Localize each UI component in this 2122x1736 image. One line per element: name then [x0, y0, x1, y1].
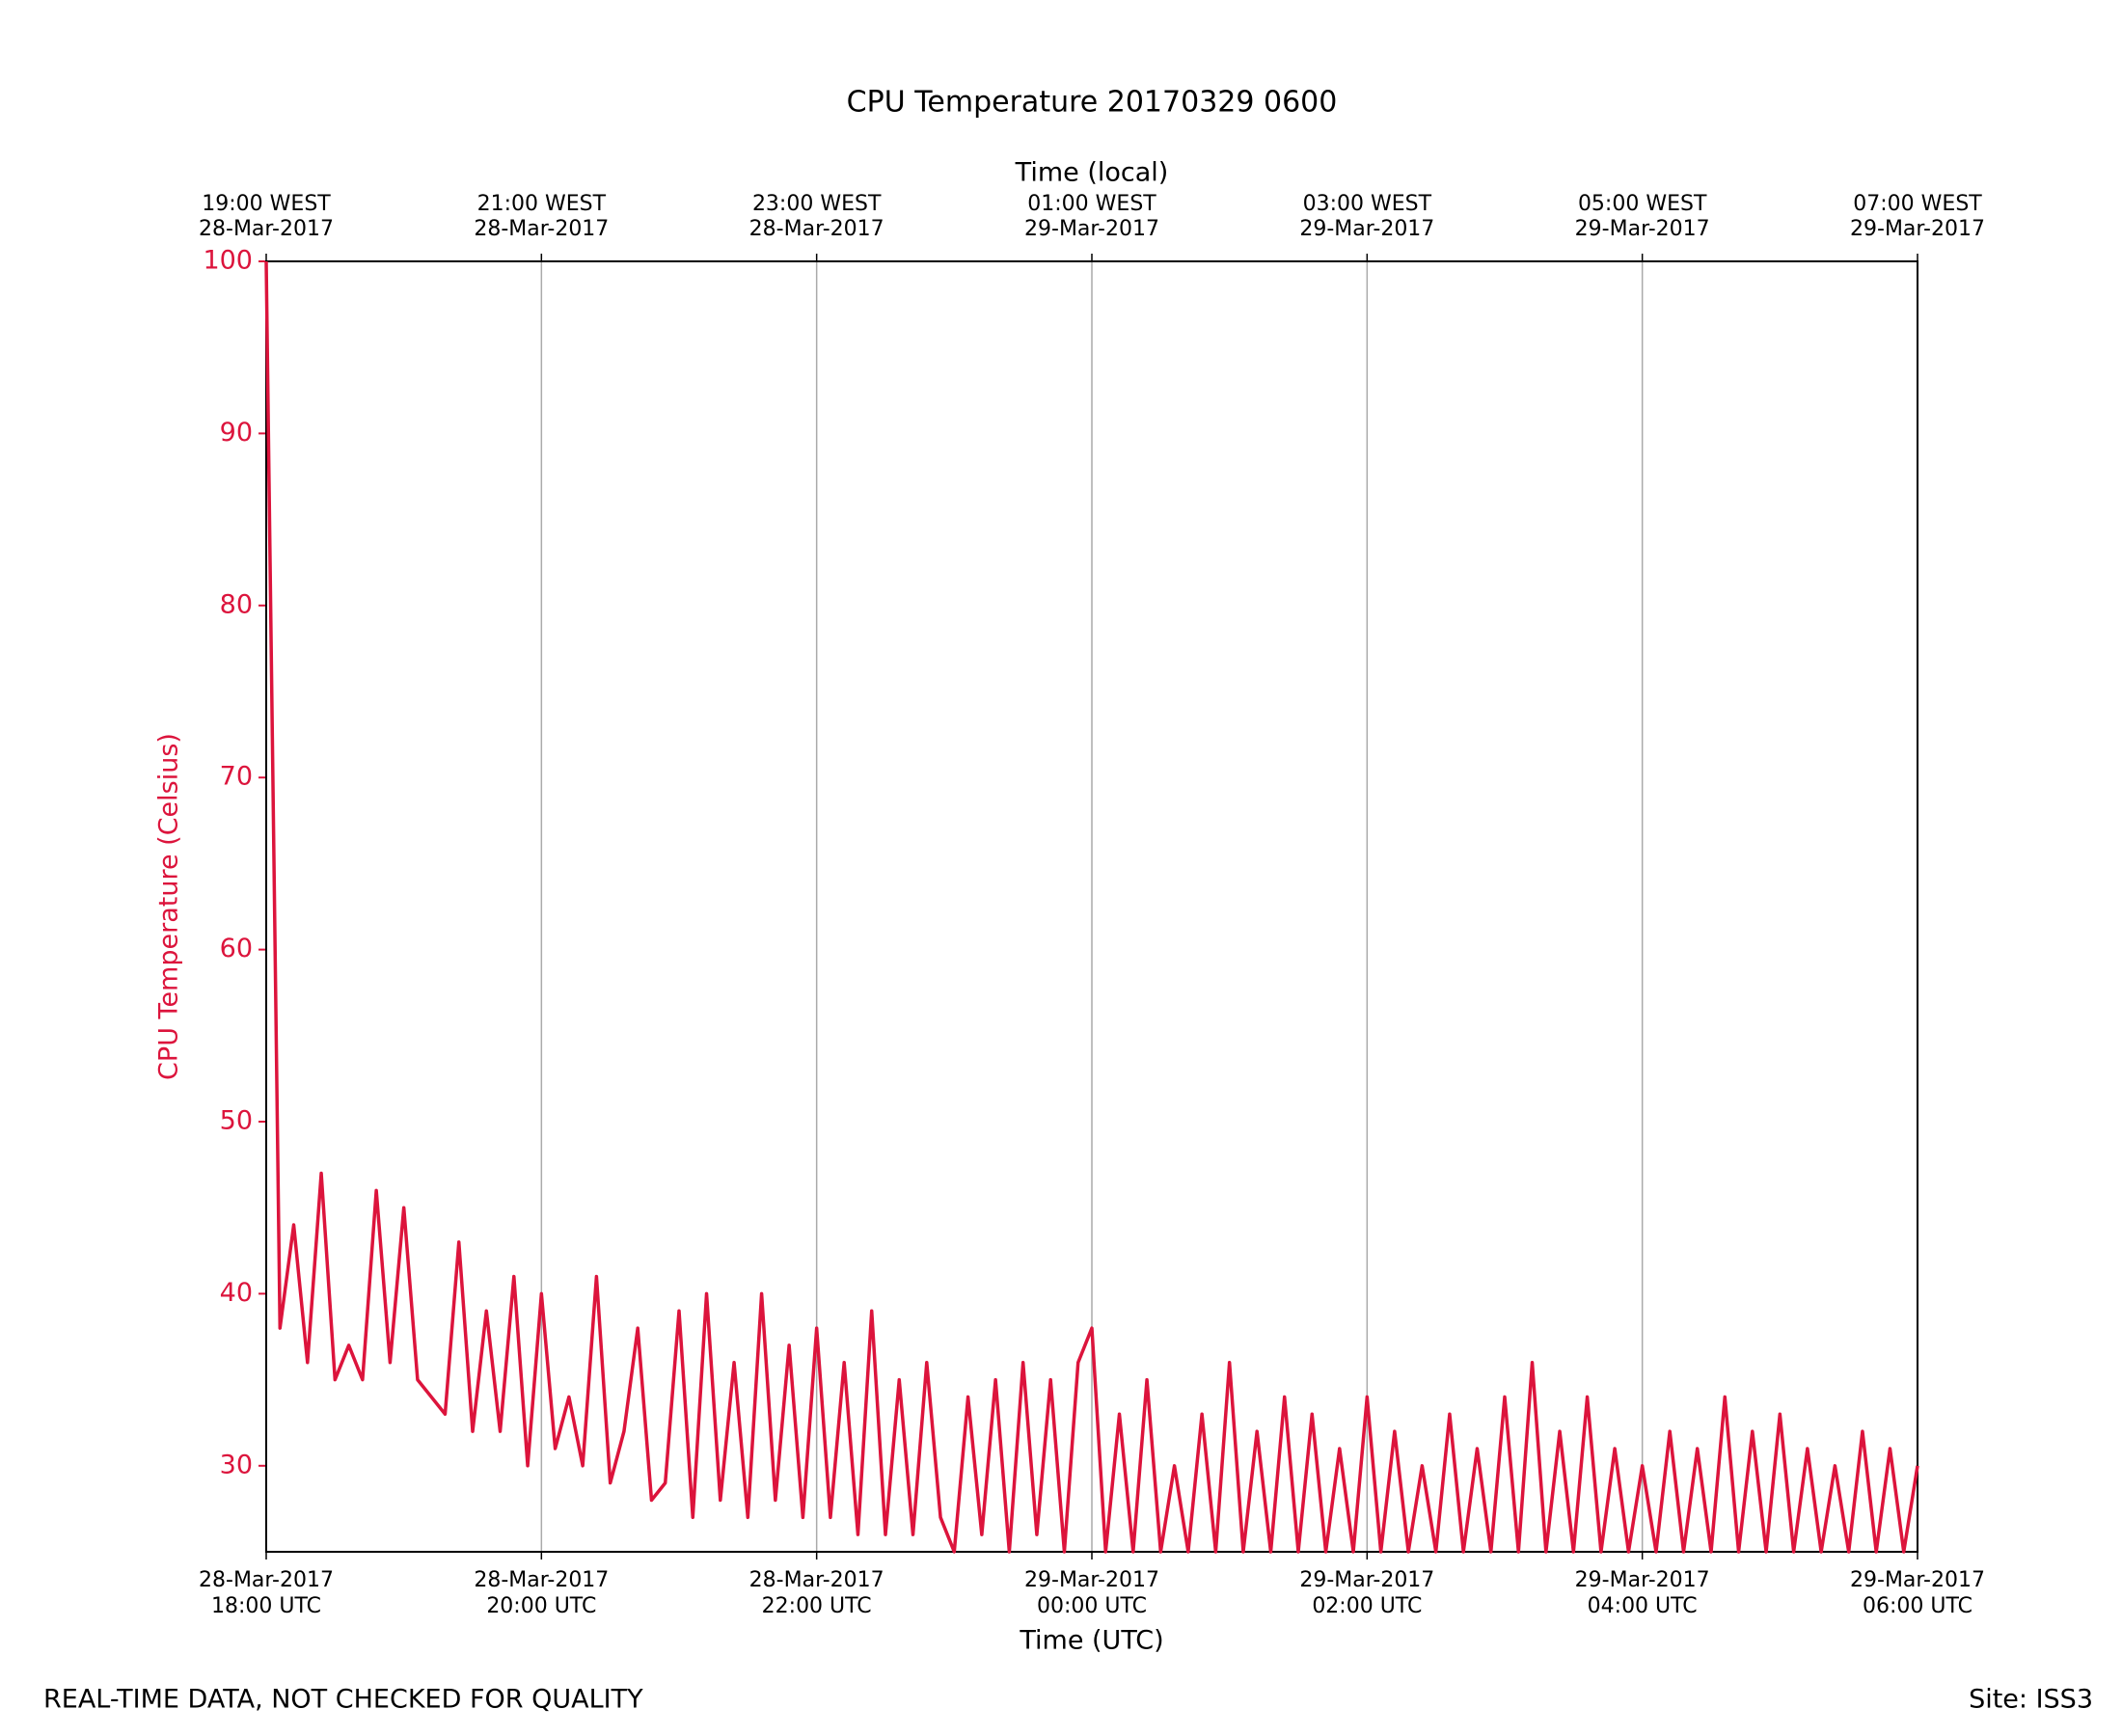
- y-tick-label: 80: [220, 589, 253, 619]
- x-tick-label: 29-Mar-2017: [1299, 1568, 1434, 1592]
- footer-note: REAL-TIME DATA, NOT CHECKED FOR QUALITY: [43, 1685, 643, 1715]
- y-tick-label: 40: [220, 1278, 253, 1308]
- y-axis-label: CPU Temperature (Celsius): [154, 733, 184, 1080]
- x2-tick-label: 01:00 WEST: [1027, 192, 1156, 216]
- x2-tick-label: 29-Mar-2017: [1299, 217, 1434, 241]
- y-tick-label: 30: [220, 1450, 253, 1479]
- x-tick-label: 28-Mar-2017: [199, 1568, 334, 1592]
- x-tick-label: 29-Mar-2017: [1850, 1568, 1985, 1592]
- x2-tick-label: 28-Mar-2017: [749, 217, 884, 241]
- x2-axis-label: Time (local): [1015, 158, 1169, 188]
- x-axis-label: Time (UTC): [1019, 1626, 1163, 1656]
- site-label: Site: ISS3: [1969, 1685, 2093, 1715]
- x2-tick-label: 05:00 WEST: [1578, 192, 1707, 216]
- x-tick-label: 22:00 UTC: [762, 1594, 872, 1618]
- x-tick-label: 29-Mar-2017: [1575, 1568, 1710, 1592]
- x-tick-label: 06:00 UTC: [1863, 1594, 1972, 1618]
- x2-tick-label: 29-Mar-2017: [1575, 217, 1710, 241]
- x2-tick-label: 28-Mar-2017: [474, 217, 609, 241]
- x2-tick-label: 23:00 WEST: [752, 192, 882, 216]
- x-tick-label: 29-Mar-2017: [1024, 1568, 1159, 1592]
- x2-tick-label: 29-Mar-2017: [1850, 217, 1985, 241]
- x-tick-label: 04:00 UTC: [1588, 1594, 1698, 1618]
- x2-tick-label: 03:00 WEST: [1303, 192, 1432, 216]
- chart-title: CPU Temperature 20170329 0600: [847, 86, 1338, 120]
- y-tick-label: 70: [220, 762, 253, 792]
- x-tick-label: 18:00 UTC: [211, 1594, 321, 1618]
- x-tick-label: 02:00 UTC: [1312, 1594, 1422, 1618]
- x-tick-label: 00:00 UTC: [1037, 1594, 1147, 1618]
- x-tick-label: 28-Mar-2017: [474, 1568, 609, 1592]
- plot-frame: [265, 260, 1918, 1553]
- x2-tick-label: 07:00 WEST: [1853, 192, 1982, 216]
- temperature-line: [264, 260, 1919, 1554]
- y-tick-label: 60: [220, 934, 253, 963]
- x2-tick-label: 29-Mar-2017: [1024, 217, 1159, 241]
- y-tick-label: 90: [220, 418, 253, 448]
- x2-tick-label: 19:00 WEST: [202, 192, 331, 216]
- x-tick-label: 20:00 UTC: [486, 1594, 596, 1618]
- x2-tick-label: 21:00 WEST: [477, 192, 607, 216]
- y-tick-label: 50: [220, 1106, 253, 1136]
- x2-tick-label: 28-Mar-2017: [199, 217, 334, 241]
- x-tick-label: 28-Mar-2017: [749, 1568, 884, 1592]
- y-tick-label: 100: [203, 246, 253, 276]
